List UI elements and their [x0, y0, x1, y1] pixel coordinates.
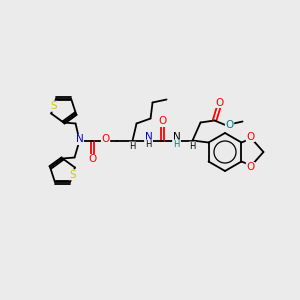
Text: H: H — [173, 140, 180, 149]
Text: N: N — [76, 134, 83, 145]
Text: S: S — [50, 101, 57, 111]
Text: N: N — [145, 133, 152, 142]
Text: H: H — [129, 142, 136, 151]
Text: O: O — [158, 116, 167, 127]
Text: H: H — [146, 140, 152, 149]
Text: O: O — [101, 134, 110, 143]
Text: O: O — [246, 131, 255, 142]
Text: S: S — [69, 170, 76, 180]
Text: O: O — [246, 163, 255, 172]
Text: O: O — [225, 121, 234, 130]
Text: O: O — [88, 154, 97, 164]
Text: H: H — [189, 142, 196, 151]
Text: O: O — [215, 98, 224, 107]
Text: N: N — [173, 133, 180, 142]
